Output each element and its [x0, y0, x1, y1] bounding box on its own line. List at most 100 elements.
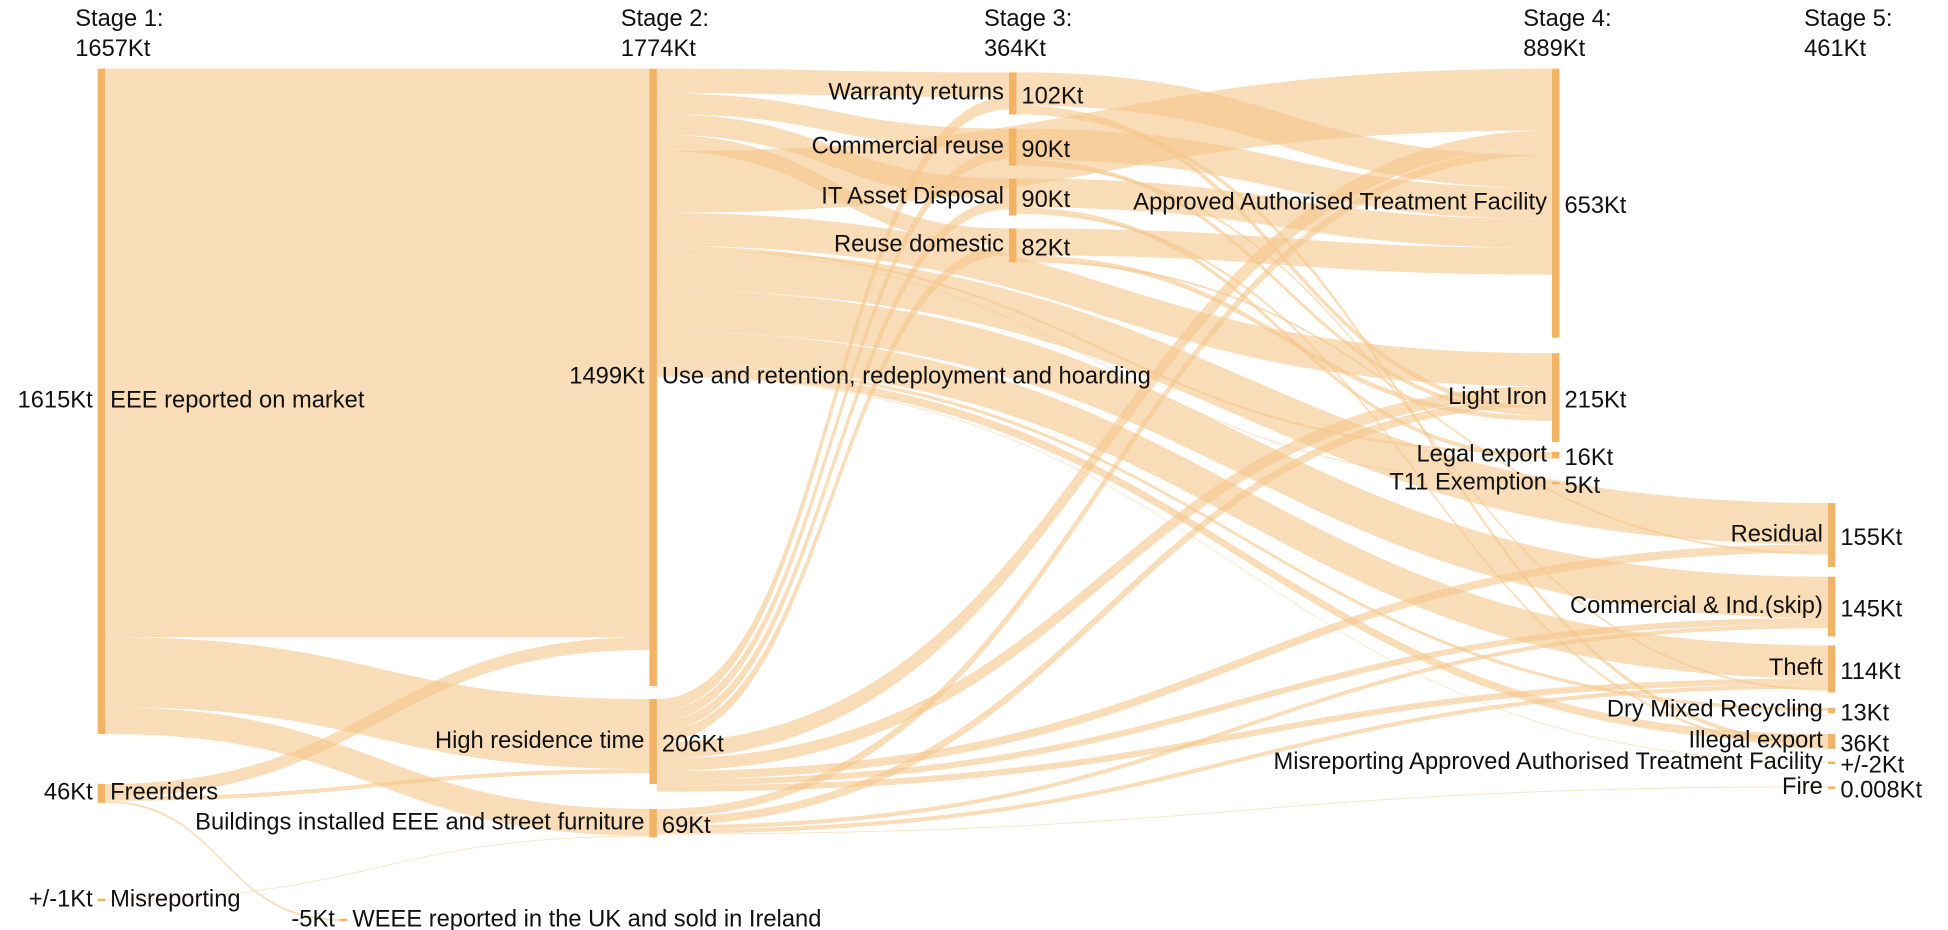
- node: [1008, 128, 1017, 166]
- node-value-label: 82Kt: [1021, 235, 1070, 261]
- node-value-label: 36Kt: [1840, 731, 1889, 757]
- node: [97, 783, 106, 803]
- links: [105, 68, 1828, 921]
- link: [656, 248, 1552, 483]
- node-value-label: +/-1Kt: [29, 886, 93, 912]
- link: [1016, 255, 1552, 421]
- node: [1008, 228, 1017, 263]
- link: [1016, 178, 1552, 248]
- link: [656, 684, 1828, 834]
- node: [1827, 761, 1836, 764]
- node-name: Approved Authorised Treatment Facility: [1133, 189, 1547, 215]
- link: [656, 68, 1009, 98]
- link: [1016, 211, 1828, 749]
- stage-name: Stage 2:: [621, 6, 709, 32]
- node-name: Light Iron: [1448, 384, 1547, 410]
- link: [656, 97, 1009, 712]
- link: [656, 398, 1552, 826]
- stage-total: 1774Kt: [621, 36, 697, 62]
- node-value-label: 46Kt: [44, 780, 93, 806]
- node-value-label: 90Kt: [1021, 187, 1070, 213]
- node: [1827, 576, 1836, 637]
- link: [656, 367, 1828, 743]
- node-name: Commercial reuse: [812, 133, 1004, 159]
- link: [105, 835, 650, 900]
- node: [649, 808, 657, 838]
- node: [1551, 451, 1560, 459]
- link: [105, 707, 650, 836]
- node-value-label: 145Kt: [1840, 597, 1902, 623]
- node: [1008, 178, 1017, 216]
- node-value-label: 90Kt: [1021, 137, 1070, 163]
- node: [97, 898, 106, 902]
- node: [1827, 786, 1836, 789]
- node-name: Misreporting Approved Authorised Treatme…: [1273, 749, 1823, 775]
- node-name: T11 Exemption: [1389, 469, 1547, 495]
- stage-total: 889Kt: [1523, 36, 1585, 62]
- node: [1551, 68, 1560, 338]
- link: [656, 544, 1828, 780]
- link: [1016, 163, 1828, 691]
- stage-total: 1657Kt: [75, 36, 151, 62]
- node-name: WEEE reported in the UK and sold in Irel…: [352, 906, 821, 930]
- link: [1016, 72, 1552, 189]
- stage-name: Stage 5:: [1804, 6, 1892, 32]
- node-value-label: 155Kt: [1840, 525, 1902, 551]
- node-name: Commercial & Ind.(skip): [1570, 593, 1823, 619]
- node: [1008, 72, 1017, 115]
- link: [656, 93, 1009, 150]
- stage-total: 364Kt: [984, 36, 1046, 62]
- nodes: [97, 68, 1836, 922]
- node-value-label: 1499Kt: [569, 364, 645, 390]
- link: [656, 249, 1828, 545]
- node-value-label: 653Kt: [1564, 193, 1626, 219]
- node-value-label: 102Kt: [1021, 83, 1083, 109]
- link: [656, 331, 1828, 679]
- node-value-label: +/-2Kt: [1840, 753, 1904, 779]
- link: [656, 617, 1828, 786]
- node-value-label: -5Kt: [291, 906, 335, 930]
- link: [1016, 110, 1828, 747]
- node-name: Misreporting: [110, 886, 240, 912]
- node: [649, 699, 657, 784]
- node-name: Dry Mixed Recycling: [1607, 697, 1823, 723]
- node: [339, 918, 348, 922]
- link: [105, 800, 340, 921]
- link: [105, 769, 650, 801]
- node-name: Buildings installed EEE and street furni…: [195, 809, 644, 835]
- stage-total: 461Kt: [1804, 36, 1866, 62]
- node-name: Illegal export: [1688, 728, 1823, 754]
- node-value-label: 1615Kt: [18, 388, 94, 414]
- stage-name: Stage 1:: [75, 6, 163, 32]
- node-value-label: 16Kt: [1564, 445, 1613, 471]
- node-value-label: 13Kt: [1840, 700, 1889, 726]
- node: [97, 68, 106, 734]
- link: [105, 637, 650, 797]
- link: [656, 149, 1009, 722]
- node-name: Residual: [1731, 521, 1823, 547]
- link: [656, 130, 1552, 759]
- link: [656, 624, 1828, 830]
- node: [1827, 503, 1836, 567]
- node-name: Use and retention, redeployment and hoar…: [662, 364, 1151, 390]
- node-name: IT Asset Disposal: [821, 183, 1004, 209]
- node-name: Reuse domestic: [834, 232, 1004, 258]
- node: [1827, 645, 1836, 693]
- link: [656, 244, 1009, 743]
- link: [656, 146, 1552, 818]
- link: [1016, 207, 1552, 459]
- node-value-label: 5Kt: [1564, 473, 1600, 499]
- node-name: Freeriders: [110, 780, 218, 806]
- labels: Stage 1: 1657Kt Stage 2: 1774Kt Stage 3: 364K…: [18, 6, 1923, 930]
- link: [656, 364, 1828, 712]
- stage-name: Stage 4:: [1523, 6, 1611, 32]
- link: [105, 637, 650, 770]
- link: [1016, 159, 1552, 416]
- link: [656, 786, 1828, 835]
- link: [656, 375, 1828, 763]
- link: [1016, 228, 1552, 275]
- node: [1551, 481, 1560, 485]
- node-name: Legal export: [1417, 441, 1548, 467]
- link: [1016, 128, 1552, 220]
